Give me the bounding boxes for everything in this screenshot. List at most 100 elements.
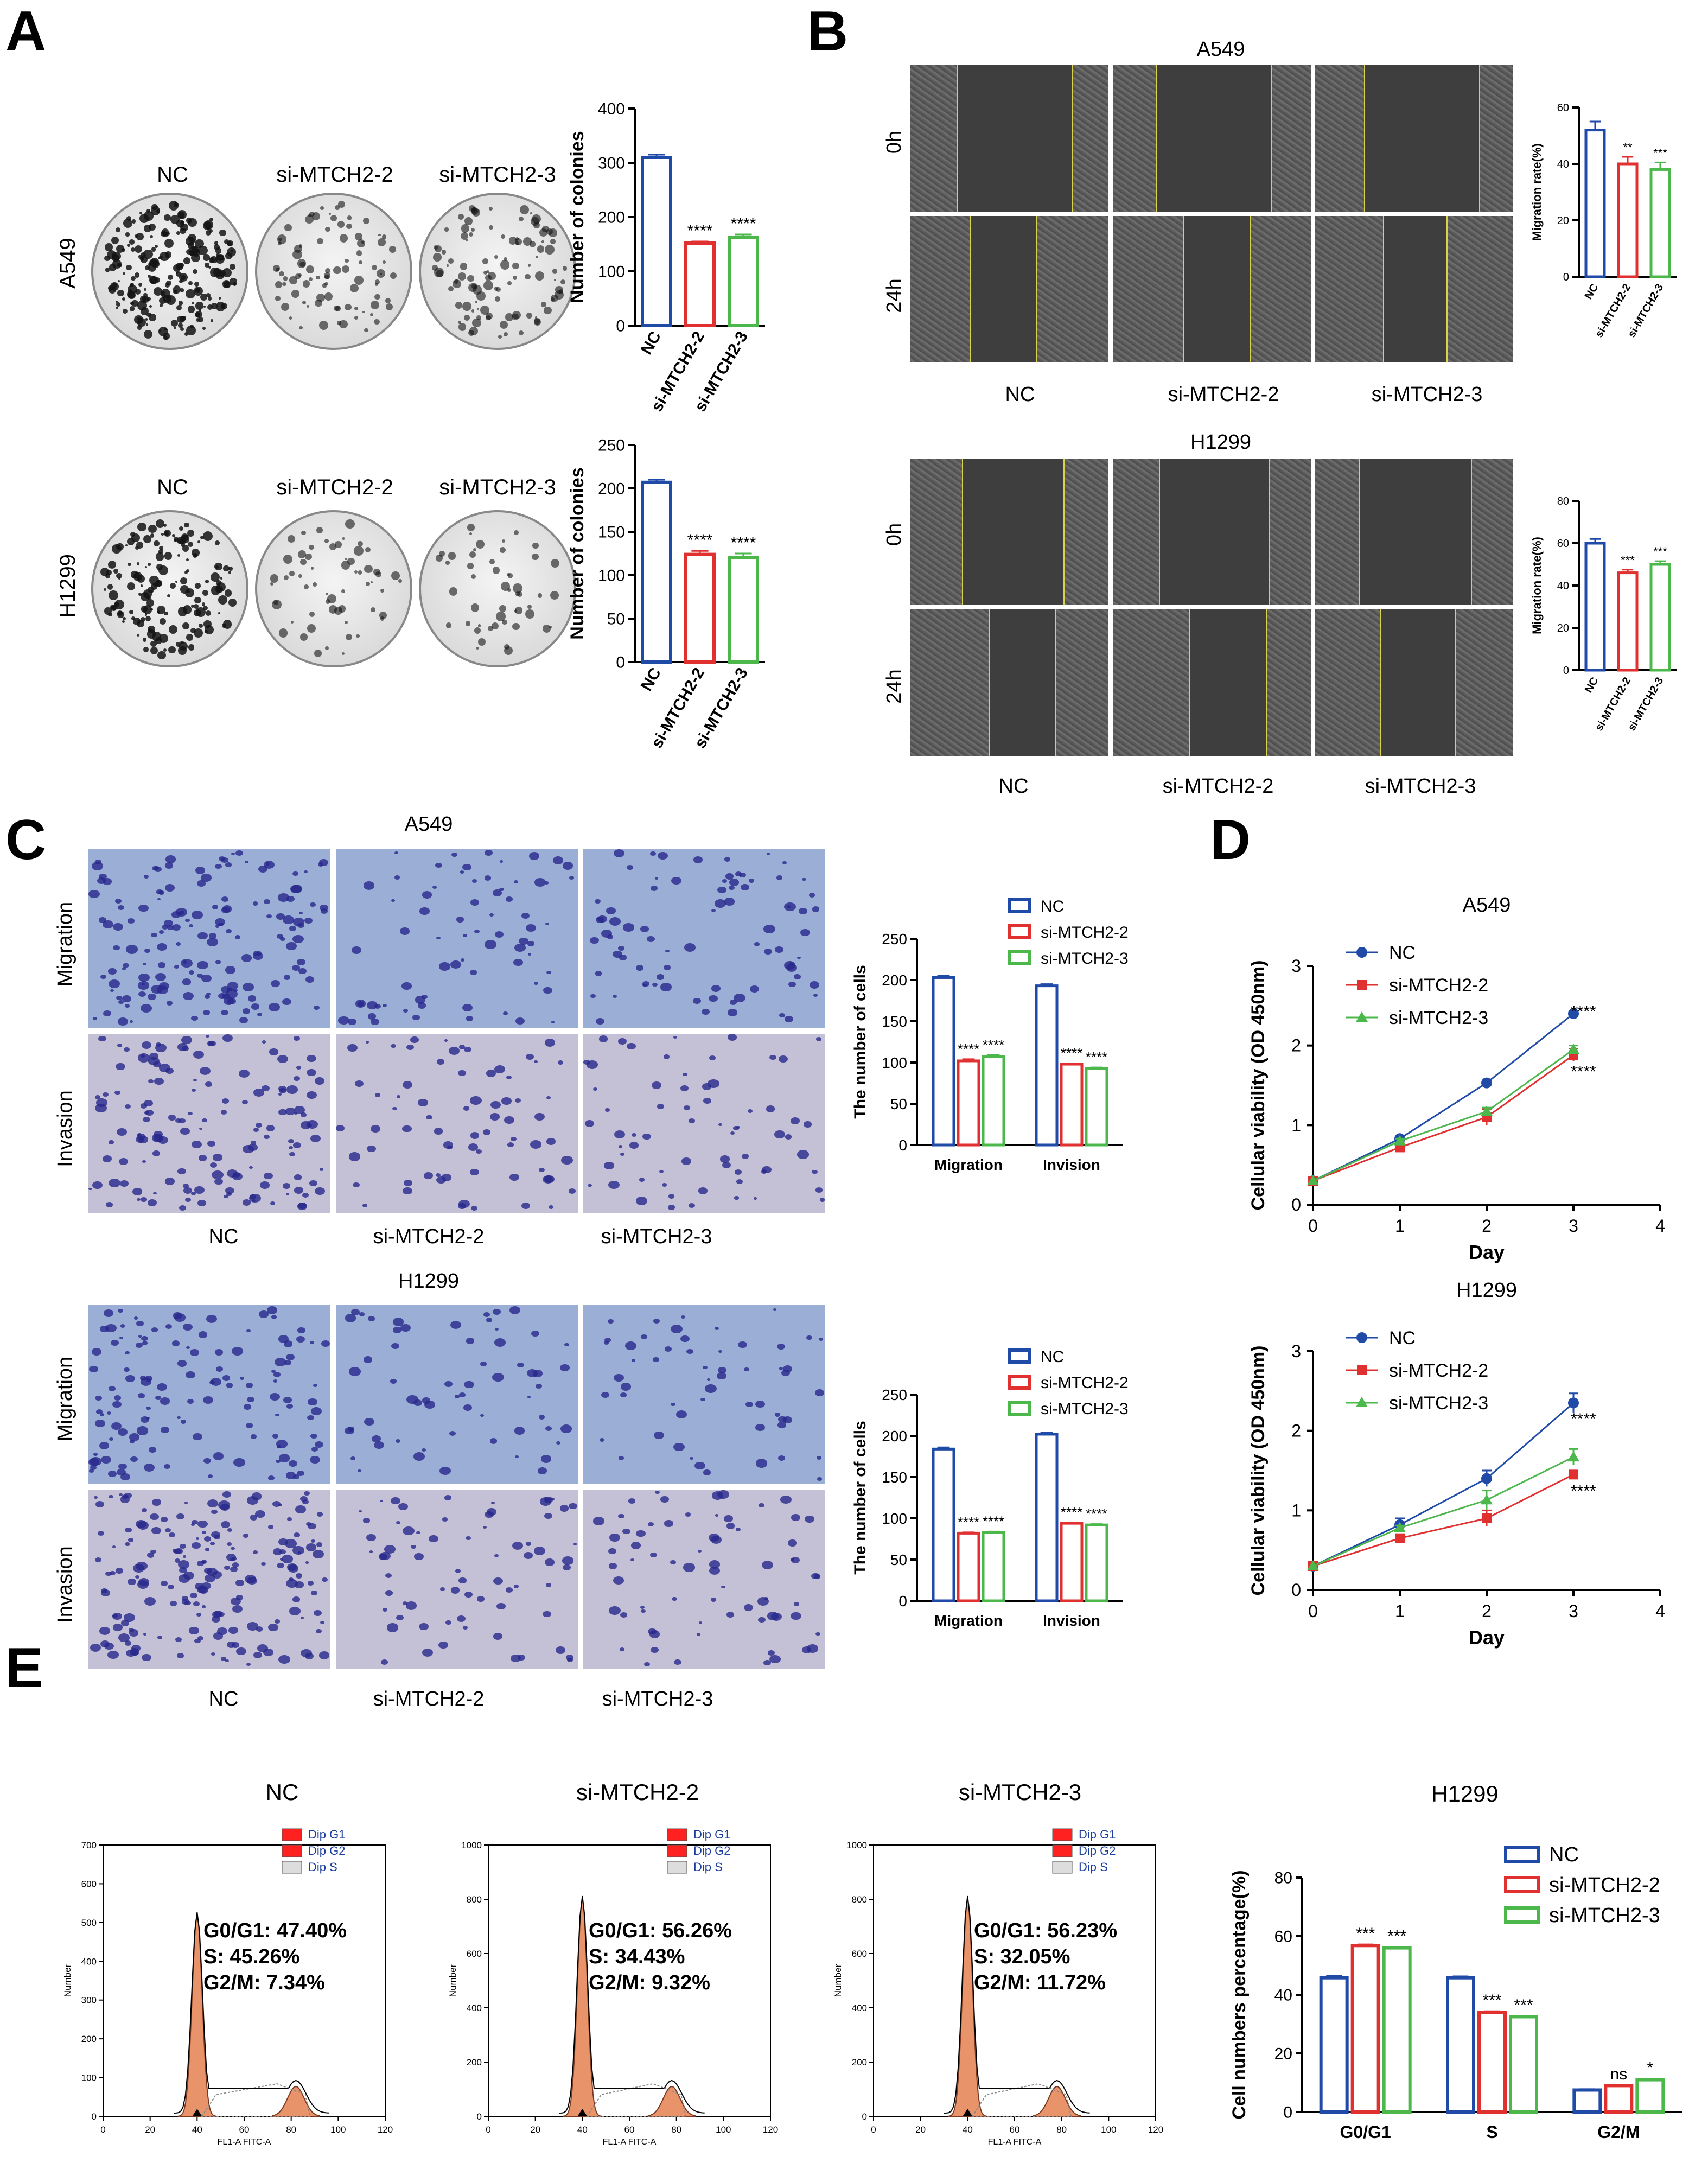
colony-dot — [176, 231, 180, 235]
transwell-image — [583, 849, 825, 1028]
cell-dot — [273, 1371, 281, 1377]
legend-label: Dip S — [693, 1860, 723, 1874]
row-label-a549: A549 — [56, 238, 80, 289]
x-axis-label: FL1-A FITC-A — [603, 2137, 657, 2147]
data-point — [1481, 1473, 1492, 1484]
cell-dot — [239, 1016, 248, 1023]
legend-label: Dip G1 — [308, 1828, 345, 1841]
stat-g2m: G2/M: 9.32% — [589, 1971, 710, 1994]
cell-dot — [266, 1306, 278, 1314]
chart-title: H1299 — [1456, 1279, 1517, 1302]
cell-dot — [152, 1150, 161, 1157]
cell-dot — [462, 864, 471, 871]
cell-dot — [174, 1558, 181, 1563]
cell-dot — [200, 873, 212, 882]
cell-dot — [100, 975, 106, 979]
cell-dot — [233, 1458, 245, 1467]
y-tick-label: 3 — [1291, 1341, 1301, 1361]
cell-dot — [112, 1612, 122, 1620]
colony-dot — [228, 567, 233, 571]
cell-dot — [122, 995, 131, 1003]
cell-dot — [689, 1456, 693, 1460]
cell-dot — [672, 1596, 677, 1601]
colony-dot — [134, 272, 139, 278]
cell-dot — [350, 1308, 360, 1315]
colony-dot — [224, 281, 231, 289]
cell-dot — [406, 1395, 418, 1404]
cell-dot — [774, 1413, 781, 1417]
cell-dot — [202, 1010, 210, 1015]
colony-dot — [342, 537, 345, 540]
colony-dot — [185, 588, 195, 598]
cell-dot — [457, 1203, 466, 1209]
x-tick-label: 60 — [1010, 2124, 1020, 2135]
cell-dot — [107, 1650, 119, 1659]
cell-dot — [806, 1335, 812, 1340]
cell-dot — [366, 1534, 376, 1541]
cell-dot — [755, 1401, 765, 1408]
cell-dot — [505, 1587, 513, 1593]
cell-dot — [276, 913, 285, 920]
colony-dot — [163, 529, 171, 537]
cell-dot — [609, 1534, 620, 1542]
g2-peak — [1033, 2085, 1081, 2117]
cell-dot — [271, 1370, 276, 1373]
x-tick-label: 120 — [763, 2124, 778, 2135]
cell-dot — [763, 924, 775, 934]
cell-dot — [130, 1456, 138, 1462]
y-tick-label: 400 — [852, 2003, 867, 2013]
colony-dot — [146, 296, 151, 302]
colony-dot — [137, 562, 140, 565]
colony-dot — [477, 638, 486, 646]
colony-dot — [504, 257, 508, 262]
cell-dot — [660, 983, 672, 992]
cell-dot — [243, 1144, 254, 1154]
cell-dot — [103, 1010, 111, 1017]
cell-dot — [279, 937, 285, 941]
cell-dot — [597, 915, 608, 923]
colony-dot — [125, 232, 130, 237]
cell-dot — [308, 1398, 318, 1406]
colony-dot — [220, 577, 223, 580]
cell-dot — [279, 1549, 286, 1554]
cell-dot — [538, 1467, 547, 1475]
cell-dot — [262, 1040, 266, 1044]
cell-dot — [300, 1649, 312, 1658]
y-tick-label: 0 — [1283, 2104, 1292, 2122]
colony-dot — [202, 326, 206, 330]
x-tick-label: 40 — [577, 2124, 588, 2135]
cell-dot — [180, 1543, 186, 1549]
y-axis-label: Number — [448, 1964, 458, 1997]
bar — [684, 552, 716, 664]
cell-dot — [515, 1098, 521, 1103]
colony-dot — [533, 319, 541, 326]
x-tick-label: 4 — [1655, 1601, 1665, 1621]
significance-label: ** — [1623, 141, 1633, 154]
cell-dot — [289, 1460, 297, 1467]
cell-dot — [192, 1088, 196, 1092]
colony-dot — [143, 647, 149, 653]
cell-dot — [436, 936, 441, 940]
cell-dot — [297, 1202, 307, 1210]
series-line — [1312, 1456, 1574, 1567]
colony-dot — [218, 595, 227, 605]
transwell-image — [336, 1034, 578, 1213]
cell-dot — [724, 857, 731, 862]
colony-dot — [131, 616, 135, 620]
cell-dot — [458, 1577, 467, 1583]
cell-dot — [768, 1650, 775, 1656]
y-axis-label: Number of colonies — [567, 131, 588, 303]
cell-dot — [709, 1560, 721, 1569]
y-tick-label: 150 — [882, 1013, 907, 1030]
data-point — [1569, 1469, 1578, 1480]
cell-dot — [286, 1085, 298, 1094]
cell-dot — [190, 1593, 197, 1599]
legend-swatch — [667, 1828, 687, 1841]
bar — [957, 1531, 980, 1602]
row-label-migration: Migration — [54, 1356, 77, 1442]
colony-dot — [139, 213, 149, 223]
y-tick-label: 700 — [81, 1840, 97, 1850]
colony-dot — [150, 258, 160, 267]
colony-dot — [108, 612, 112, 617]
